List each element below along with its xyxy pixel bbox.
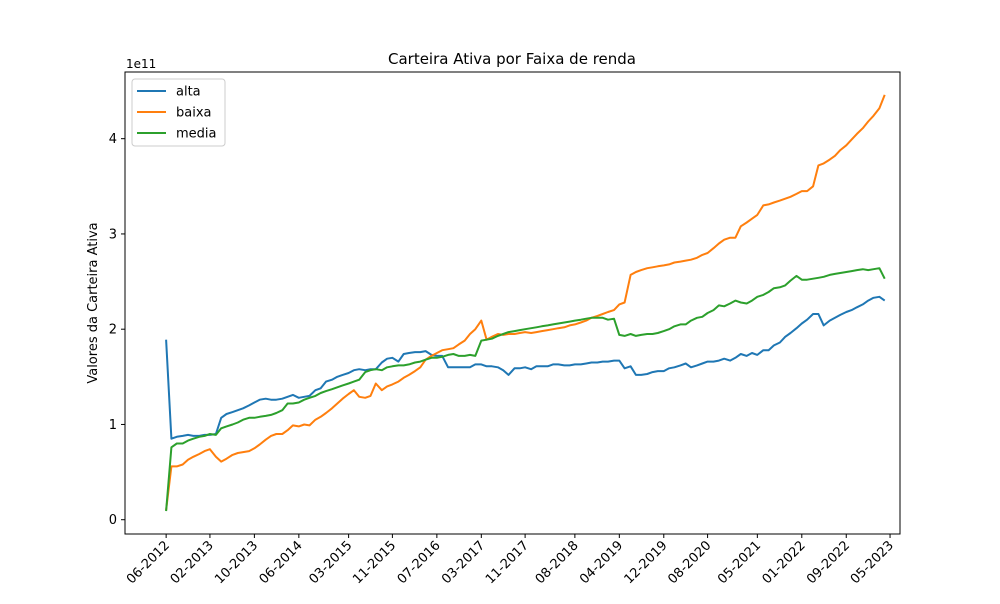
y-multiplier-label: 1e11: [126, 57, 156, 71]
legend-label-alta: alta: [176, 85, 201, 100]
y-tick-label: 4: [109, 132, 117, 147]
plot-frame: [124, 71, 901, 535]
series-line-media: [165, 267, 886, 512]
y-tick-label: 3: [109, 227, 117, 242]
chart-title: Carteira Ativa por Faixa de renda: [388, 50, 636, 68]
series-line-alta: [165, 295, 886, 440]
y-tick-label: 2: [109, 323, 117, 338]
legend-box: [131, 78, 226, 147]
legend: alta baixa media: [131, 78, 226, 147]
y-tick-label: 0: [109, 513, 117, 528]
series-layer: [165, 94, 886, 512]
series-line-baixa: [165, 94, 886, 511]
legend-label-media: media: [176, 127, 217, 142]
y-axis-ticks: 0 1 2 3 4: [109, 132, 125, 528]
legend-label-baixa: baixa: [176, 106, 212, 121]
y-axis-label: Valores da Carteira Ativa: [86, 222, 101, 383]
y-tick-label: 1: [109, 418, 117, 433]
